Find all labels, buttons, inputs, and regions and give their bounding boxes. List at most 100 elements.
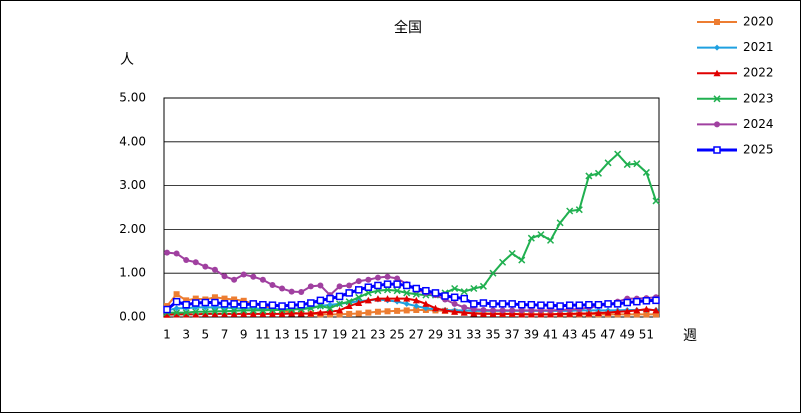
x-tick-label: 35 bbox=[485, 328, 500, 342]
marker bbox=[489, 269, 497, 277]
marker bbox=[230, 310, 238, 317]
marker bbox=[537, 310, 545, 318]
marker bbox=[633, 306, 641, 314]
marker bbox=[537, 307, 544, 314]
marker bbox=[259, 300, 267, 309]
marker bbox=[527, 310, 535, 318]
y-axis-label: 人 bbox=[120, 52, 134, 68]
marker bbox=[364, 296, 372, 304]
marker bbox=[393, 295, 401, 302]
marker bbox=[479, 282, 487, 290]
marker bbox=[480, 306, 487, 313]
marker bbox=[269, 282, 276, 289]
x-tick-label: 7 bbox=[221, 328, 229, 342]
marker bbox=[307, 309, 315, 317]
x-tick-label: 31 bbox=[447, 328, 462, 342]
marker bbox=[345, 302, 353, 310]
marker bbox=[508, 249, 516, 258]
marker bbox=[383, 280, 392, 288]
marker bbox=[642, 168, 650, 176]
marker bbox=[652, 306, 660, 314]
marker bbox=[508, 300, 516, 308]
marker bbox=[173, 291, 180, 298]
marker bbox=[287, 301, 296, 309]
marker bbox=[163, 311, 171, 318]
legend-label: 2025 bbox=[743, 143, 774, 157]
marker bbox=[498, 300, 507, 308]
legend-label: 2021 bbox=[743, 40, 774, 54]
marker bbox=[192, 299, 200, 307]
marker bbox=[355, 299, 363, 306]
marker bbox=[527, 234, 535, 242]
marker bbox=[653, 311, 659, 318]
marker bbox=[585, 300, 593, 309]
marker bbox=[393, 287, 401, 295]
marker bbox=[623, 161, 631, 169]
marker bbox=[450, 293, 459, 302]
marker bbox=[221, 295, 228, 302]
marker bbox=[201, 308, 209, 316]
x-tick-label: 1 bbox=[163, 328, 171, 342]
marker bbox=[249, 310, 257, 317]
x-tick-label: 25 bbox=[389, 328, 404, 342]
marker bbox=[288, 309, 296, 317]
x-tick-label: 43 bbox=[562, 328, 577, 342]
marker bbox=[451, 284, 459, 293]
marker bbox=[374, 295, 382, 302]
y-tick-label: 5.00 bbox=[119, 91, 146, 105]
marker bbox=[364, 283, 373, 291]
series-line bbox=[166, 282, 657, 311]
marker bbox=[528, 307, 535, 314]
marker bbox=[173, 309, 181, 317]
marker bbox=[652, 296, 660, 305]
plot-background bbox=[163, 97, 660, 318]
marker bbox=[460, 309, 468, 316]
marker bbox=[499, 307, 506, 314]
marker bbox=[240, 271, 247, 278]
marker bbox=[470, 300, 478, 308]
marker bbox=[613, 300, 622, 308]
marker bbox=[518, 300, 526, 309]
marker bbox=[518, 256, 526, 264]
marker bbox=[614, 308, 622, 315]
marker bbox=[403, 300, 410, 307]
series-line bbox=[166, 297, 657, 316]
marker bbox=[374, 308, 381, 315]
marker bbox=[250, 273, 257, 280]
marker bbox=[231, 296, 238, 303]
marker bbox=[249, 306, 257, 314]
marker bbox=[527, 300, 536, 309]
x-tick-label: 29 bbox=[428, 328, 443, 342]
marker bbox=[326, 294, 334, 303]
legend-marker bbox=[714, 121, 720, 128]
marker bbox=[441, 292, 449, 300]
marker bbox=[192, 259, 199, 266]
marker bbox=[221, 273, 228, 280]
marker bbox=[173, 310, 181, 318]
marker bbox=[220, 300, 229, 308]
marker bbox=[240, 310, 248, 317]
marker bbox=[268, 301, 277, 309]
marker bbox=[297, 300, 305, 309]
marker bbox=[335, 292, 344, 301]
x-tick-label: 21 bbox=[351, 328, 366, 342]
marker bbox=[652, 197, 660, 205]
marker bbox=[642, 305, 650, 313]
marker bbox=[183, 297, 190, 304]
x-tick-label: 27 bbox=[409, 328, 424, 342]
marker bbox=[547, 310, 555, 318]
marker bbox=[336, 283, 343, 290]
marker bbox=[412, 284, 421, 293]
x-tick-label: 5 bbox=[202, 328, 210, 342]
marker bbox=[326, 304, 334, 312]
x-tick-label: 19 bbox=[332, 328, 347, 342]
y-tick-label: 4.00 bbox=[119, 134, 146, 148]
marker bbox=[307, 283, 314, 290]
marker bbox=[211, 310, 219, 317]
x-tick-label: 3 bbox=[182, 328, 190, 342]
marker bbox=[163, 305, 171, 314]
marker bbox=[249, 300, 258, 308]
y-tick-label: 1.00 bbox=[119, 266, 146, 280]
marker bbox=[316, 296, 325, 305]
marker bbox=[211, 307, 219, 315]
